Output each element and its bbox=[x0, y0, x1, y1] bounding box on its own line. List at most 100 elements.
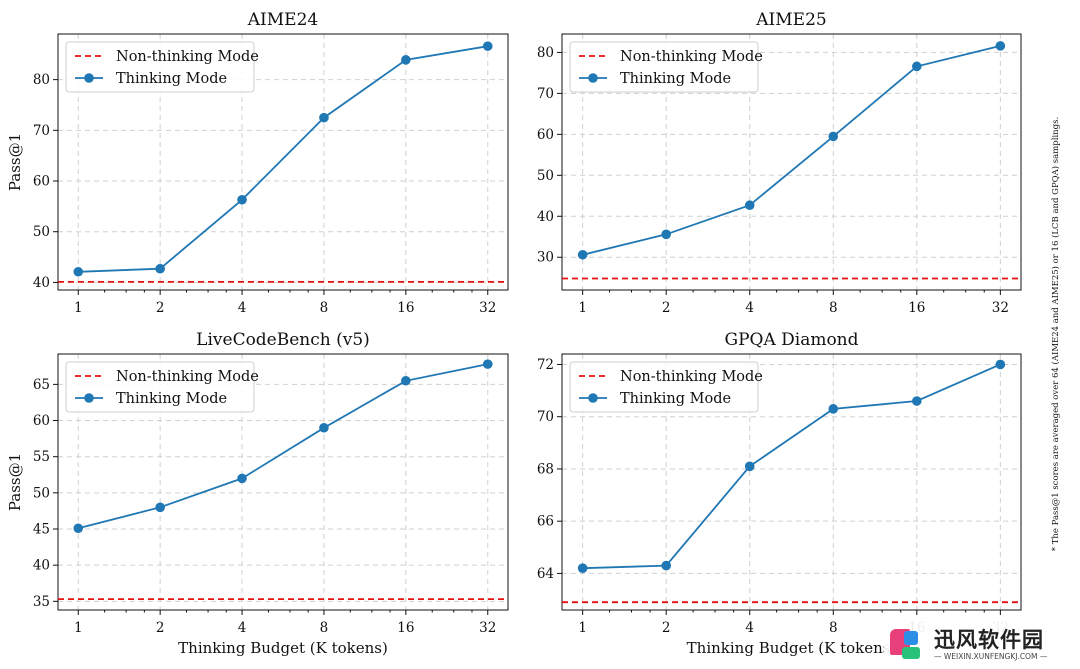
legend-thinking-marker bbox=[588, 393, 598, 403]
y-axis-label: Pass@1 bbox=[6, 453, 24, 511]
watermark-text: 迅风软件园 — WEIXIN.XUNFENGKJ.COM — bbox=[934, 628, 1047, 662]
y-tick-label: 68 bbox=[537, 461, 554, 477]
watermark-logo-icon bbox=[888, 625, 928, 665]
data-point bbox=[319, 422, 329, 433]
plot-frame bbox=[561, 33, 1022, 291]
data-point bbox=[995, 41, 1006, 51]
data-point bbox=[155, 263, 165, 274]
watermark: 迅风软件园 — WEIXIN.XUNFENGKJ.COM — bbox=[884, 620, 1080, 669]
series-line bbox=[582, 363, 1001, 570]
data-point bbox=[73, 523, 84, 534]
data-point bbox=[577, 563, 588, 574]
legend: Non-thinking Mode Thinking Mode bbox=[65, 361, 259, 413]
legend-thinking-label: Thinking Mode bbox=[620, 71, 731, 87]
data-point bbox=[995, 359, 1006, 370]
x-tick-label: 4 bbox=[745, 300, 754, 316]
data-point bbox=[661, 229, 671, 240]
plot-frame bbox=[57, 353, 509, 611]
data-point bbox=[237, 473, 247, 484]
legend-thinking-marker bbox=[588, 73, 598, 83]
series-line bbox=[78, 45, 488, 273]
y-tick-label: 64 bbox=[537, 566, 554, 582]
x-tick-label: 4 bbox=[745, 620, 754, 636]
x-axis-label: Thinking Budget (K tokens) bbox=[178, 639, 388, 657]
x-tick-label: 1 bbox=[578, 300, 587, 316]
chart-title: GPQA Diamond bbox=[724, 330, 858, 350]
x-tick-label: 32 bbox=[992, 300, 1009, 316]
legend-thinking-label: Thinking Mode bbox=[116, 71, 227, 87]
legend-box bbox=[569, 361, 759, 413]
y-tick-label: 70 bbox=[33, 123, 50, 139]
x-tick-label: 8 bbox=[320, 300, 329, 316]
x-tick-label: 2 bbox=[156, 300, 165, 316]
y-tick-label: 40 bbox=[33, 275, 50, 291]
y-tick-label: 50 bbox=[537, 168, 554, 184]
y-tick-label: 60 bbox=[33, 413, 50, 429]
legend-box bbox=[65, 41, 255, 93]
x-tick-label: 16 bbox=[908, 300, 925, 316]
data-point bbox=[577, 249, 588, 260]
data-point bbox=[912, 396, 922, 406]
legend-thinking-label: Thinking Mode bbox=[620, 391, 731, 407]
data-point bbox=[828, 131, 839, 142]
legend: Non-thinking Mode Thinking Mode bbox=[569, 361, 763, 413]
y-tick-label: 80 bbox=[33, 72, 50, 88]
y-tick-label: 65 bbox=[33, 377, 50, 393]
series-line bbox=[582, 45, 1001, 256]
data-point bbox=[319, 112, 329, 123]
x-tick-label: 2 bbox=[156, 620, 165, 636]
y-tick-label: 66 bbox=[537, 514, 554, 530]
chart-panel-3: 1 2 4 8 16 32 35 40 45 50 55 60 65 LiveCodeBench (v5)… bbox=[6, 330, 509, 657]
y-tick-label: 60 bbox=[537, 127, 554, 143]
watermark-url: — WEIXIN.XUNFENGKJ.COM — bbox=[934, 651, 1048, 661]
y-tick-label: 55 bbox=[33, 449, 50, 465]
legend-baseline-label: Non-thinking Mode bbox=[116, 49, 259, 65]
data-point bbox=[155, 502, 165, 513]
data-point bbox=[73, 266, 84, 277]
y-tick-label: 60 bbox=[33, 174, 50, 190]
y-tick-label: 80 bbox=[537, 45, 554, 61]
y-tick-label: 50 bbox=[33, 485, 50, 501]
data-point bbox=[401, 55, 411, 65]
legend: Non-thinking Mode Thinking Mode bbox=[569, 41, 763, 93]
plot-frame bbox=[561, 353, 1022, 611]
y-tick-label: 30 bbox=[537, 250, 554, 266]
data-point bbox=[482, 41, 493, 51]
x-tick-label: 16 bbox=[397, 300, 414, 316]
x-tick-label: 1 bbox=[578, 620, 587, 636]
x-tick-label: 8 bbox=[829, 620, 838, 636]
data-point bbox=[912, 61, 922, 72]
y-tick-label: 50 bbox=[33, 224, 50, 240]
chart-title: AIME25 bbox=[755, 10, 826, 30]
x-tick-label: 8 bbox=[829, 300, 838, 316]
x-tick-label: 32 bbox=[479, 300, 496, 316]
data-point bbox=[237, 194, 247, 205]
legend-thinking-marker bbox=[84, 73, 94, 83]
x-tick-label: 4 bbox=[238, 620, 247, 636]
y-tick-label: 40 bbox=[33, 558, 50, 574]
footnote: * The Pass@1 scores are averaged over 64… bbox=[1050, 117, 1061, 551]
legend-baseline-label: Non-thinking Mode bbox=[620, 369, 763, 385]
watermark-name: 迅风软件园 bbox=[934, 627, 1044, 652]
x-tick-label: 1 bbox=[74, 300, 83, 316]
chart-title: LiveCodeBench (v5) bbox=[196, 330, 370, 350]
y-tick-label: 40 bbox=[537, 209, 554, 225]
y-axis-label: Pass@1 bbox=[6, 133, 24, 191]
x-tick-label: 4 bbox=[238, 300, 247, 316]
legend-baseline-label: Non-thinking Mode bbox=[620, 49, 763, 65]
y-tick-label: 45 bbox=[33, 522, 50, 538]
legend: Non-thinking Mode Thinking Mode bbox=[65, 41, 259, 93]
x-axis-label: Thinking Budget (K tokens) bbox=[687, 639, 897, 657]
data-point bbox=[744, 200, 755, 211]
data-point bbox=[661, 560, 671, 571]
y-tick-label: 72 bbox=[537, 357, 554, 373]
legend-thinking-marker bbox=[84, 393, 94, 403]
legend-box bbox=[65, 361, 255, 413]
legend-baseline-label: Non-thinking Mode bbox=[116, 369, 259, 385]
x-tick-label: 32 bbox=[479, 620, 496, 636]
legend-box bbox=[569, 41, 759, 93]
chart-panel-2: 1 2 4 8 16 32 30 40 50 60 70 80 AIME25 Non-thinking M… bbox=[537, 10, 1022, 316]
legend-thinking-label: Thinking Mode bbox=[116, 391, 227, 407]
